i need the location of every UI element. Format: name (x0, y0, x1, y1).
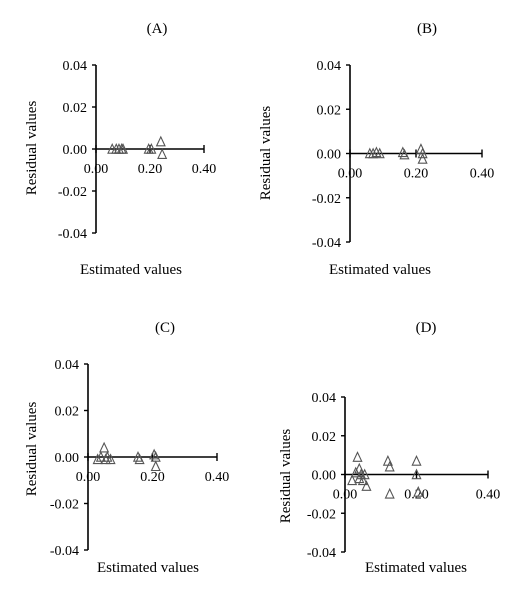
data-point-triangle (95, 451, 106, 462)
y-axis-title: Residual values (24, 402, 40, 497)
y-tick-label: 0.04 (317, 59, 342, 74)
data-point-triangle (374, 147, 385, 159)
data-point-triangle (157, 148, 168, 159)
x-tick-label: 0.20 (138, 162, 163, 177)
data-point-triangle (146, 143, 157, 154)
data-point-triangle (357, 474, 368, 486)
x-axis-title: Estimated values (329, 262, 431, 278)
data-point-triangle (384, 460, 395, 472)
data-point-triangle (384, 487, 395, 499)
x-tick-label: 0.00 (76, 470, 101, 485)
y-tick-label: 0.02 (312, 430, 337, 445)
y-tick-label: 0.04 (312, 391, 337, 406)
data-point-triangle (413, 485, 424, 497)
data-point-triangle (117, 143, 129, 154)
x-tick-label: 0.00 (84, 162, 109, 177)
data-point-triangle (155, 135, 166, 147)
data-point-triangle (399, 148, 410, 160)
x-axis-title: Estimated values (97, 560, 199, 576)
y-tick-label: 0.02 (63, 101, 88, 116)
y-axis-title: Residual values (278, 429, 294, 524)
data-point-triangle (134, 453, 145, 465)
y-tick-label: -0.04 (50, 544, 79, 559)
y-tick-label: -0.04 (307, 546, 336, 561)
x-tick-label: 0.40 (192, 162, 217, 177)
data-point-triangle (361, 480, 372, 491)
panel-label: (C) (155, 320, 175, 336)
y-tick-label: -0.02 (58, 185, 87, 200)
data-point-triangle (411, 454, 422, 466)
data-point-triangle (99, 441, 110, 453)
y-tick-label: 0.00 (63, 143, 88, 158)
x-tick-label: 0.00 (338, 167, 363, 182)
y-tick-label: 0.02 (55, 405, 80, 420)
y-tick-label: -0.02 (50, 498, 79, 513)
data-point-triangle (417, 153, 428, 164)
x-tick-label: 0.20 (404, 167, 429, 182)
data-point-triangle (105, 453, 116, 465)
x-tick-label: 0.40 (205, 470, 230, 485)
y-tick-label: -0.04 (312, 236, 341, 251)
x-tick-label: 0.20 (140, 470, 165, 485)
y-tick-label: 0.00 (312, 469, 337, 484)
x-tick-label: 0.20 (404, 488, 429, 503)
panel-label: (A) (147, 21, 168, 37)
data-point-triangle (411, 468, 422, 480)
y-tick-label: -0.02 (312, 192, 341, 207)
data-point-triangle (359, 468, 370, 480)
panel-label: (B) (417, 21, 437, 37)
data-point-triangle (92, 453, 103, 465)
y-tick-label: 0.04 (63, 59, 88, 74)
y-tick-label: 0.02 (317, 103, 342, 118)
y-tick-label: -0.02 (307, 507, 336, 522)
y-tick-label: 0.00 (55, 451, 80, 466)
y-axis-title: Residual values (258, 106, 274, 201)
data-point-triangle (368, 147, 379, 159)
data-point-triangle (350, 466, 361, 478)
x-tick-label: 0.40 (476, 488, 501, 503)
data-point-triangle (417, 147, 428, 159)
x-tick-label: 0.00 (333, 488, 358, 503)
y-tick-label: 0.00 (317, 148, 342, 163)
data-point-triangle (347, 474, 358, 486)
data-point-triangle (150, 460, 161, 472)
y-tick-label: 0.04 (55, 358, 80, 373)
panel-label: (D) (416, 320, 437, 336)
y-tick-label: -0.04 (58, 227, 87, 242)
x-axis-title: Estimated values (365, 560, 467, 576)
x-tick-label: 0.40 (470, 167, 495, 182)
x-axis-title: Estimated values (80, 262, 182, 278)
data-point-triangle (352, 451, 363, 462)
y-axis-title: Residual values (24, 101, 40, 196)
